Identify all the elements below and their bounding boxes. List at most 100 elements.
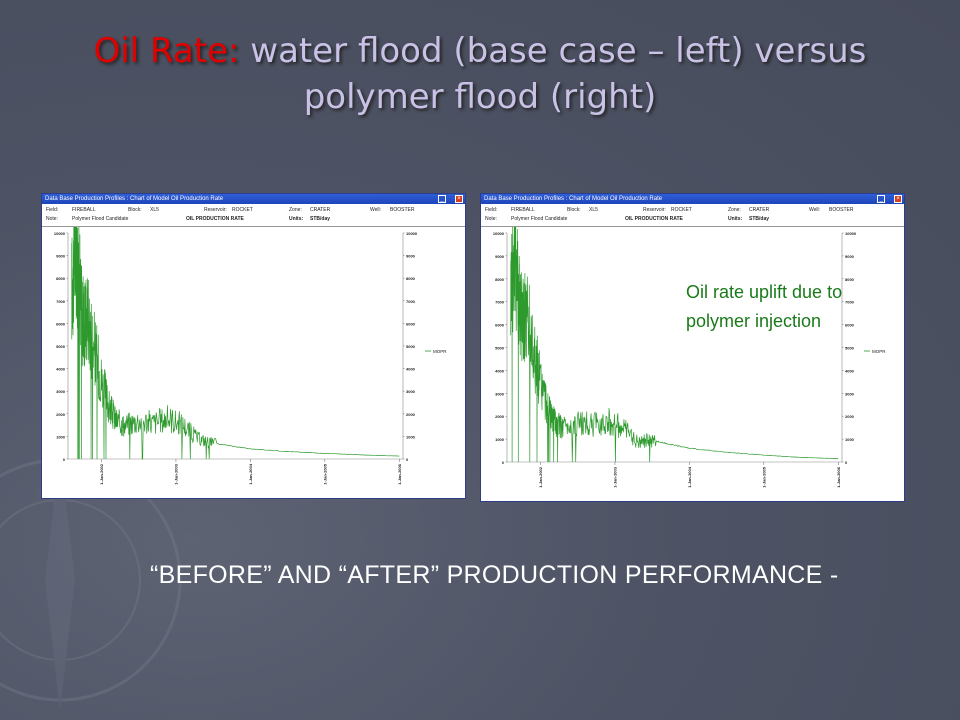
y-tick-label-right: 5000 bbox=[845, 346, 855, 351]
y-tick-label-right: 10000 bbox=[406, 231, 418, 236]
zone-value: CRATER bbox=[310, 207, 331, 213]
y-tick-label-left: 4000 bbox=[56, 367, 66, 372]
close-button[interactable]: × bbox=[455, 195, 463, 203]
uplift-annotation: Oil rate uplift due to polymer injection bbox=[686, 282, 843, 331]
plot-area: 0 0 1000 1000 2000 2000 3000 3000 4000 4000 5000 50… bbox=[42, 226, 465, 498]
well-label: Well: bbox=[370, 207, 382, 213]
y-tick-label-right: 3000 bbox=[845, 391, 855, 396]
field-value: FIREBALL bbox=[511, 207, 535, 213]
minimize-button[interactable]: _ bbox=[438, 195, 446, 203]
oil-rate-chart-right: 0 0 1000 1000 2000 2000 3000 3000 4000 4000 5000 50… bbox=[493, 227, 886, 488]
window-header: Field: FIREBALL Block: XL5 Reservoir: RO… bbox=[42, 204, 465, 226]
y-tick-label-right: 6000 bbox=[406, 321, 416, 326]
block-value: XL5 bbox=[589, 207, 598, 213]
plot-area: 0 0 1000 1000 2000 2000 3000 3000 4000 4000 5000 50… bbox=[481, 226, 904, 501]
chart-label: OIL PRODUCTION RATE bbox=[625, 216, 683, 222]
compass-watermark bbox=[0, 450, 182, 710]
slide-title: Oil Rate: water flood (base case – left)… bbox=[40, 28, 920, 120]
y-tick-label-left: 8000 bbox=[495, 277, 505, 282]
units-label: Units: bbox=[728, 216, 743, 222]
block-label: Block: bbox=[128, 207, 142, 213]
window-header: Field: FIREBALL Block: XL5 Reservoir: RO… bbox=[481, 204, 904, 226]
y-tick-label-left: 0 bbox=[63, 457, 66, 462]
window-titlebar: Data Base Production Profiles : Chart of… bbox=[481, 194, 904, 204]
x-tick-label: 1-Jan-2003 bbox=[173, 463, 178, 484]
x-tick-label: 1-Jan-2004 bbox=[687, 466, 692, 487]
field-label: Field: bbox=[485, 207, 498, 213]
note-value: Polymer Flood Candidate bbox=[72, 216, 129, 222]
minimize-button[interactable]: _ bbox=[877, 195, 885, 203]
series-line-mopr bbox=[510, 227, 839, 463]
units-value: STB/day bbox=[749, 216, 770, 222]
left-chart-window: Data Base Production Profiles : Chart of… bbox=[41, 193, 466, 499]
legend-label: MOPR bbox=[872, 349, 886, 354]
y-tick-label-left: 2000 bbox=[495, 414, 505, 419]
zone-label: Zone: bbox=[728, 207, 741, 213]
y-tick-label-left: 10000 bbox=[493, 231, 505, 236]
well-label: Well: bbox=[809, 207, 821, 213]
y-tick-label-left: 2000 bbox=[56, 412, 66, 417]
reservoir-value: ROCKET bbox=[232, 207, 253, 213]
title-text: water flood (base case – left) versus po… bbox=[239, 31, 867, 117]
reservoir-label: Reservoir: bbox=[643, 207, 666, 213]
y-tick-label-right: 9000 bbox=[845, 254, 855, 259]
units-value: STB/day bbox=[310, 216, 331, 222]
y-tick-label-right: 8000 bbox=[406, 276, 416, 281]
y-tick-label-right: 5000 bbox=[406, 344, 416, 349]
note-value: Polymer Flood Candidate bbox=[511, 216, 568, 222]
x-tick-label: 1-Jan-2006 bbox=[397, 463, 402, 484]
y-tick-label-left: 10000 bbox=[54, 231, 66, 236]
x-tick-label: 1-Jan-2002 bbox=[538, 466, 543, 487]
right-chart-window: Data Base Production Profiles : Chart of… bbox=[480, 193, 905, 502]
y-tick-label-right: 2000 bbox=[406, 412, 416, 417]
oil-rate-chart-left: 0 0 1000 1000 2000 2000 3000 3000 4000 4000 5000 50… bbox=[54, 227, 447, 485]
well-value: BOOSTER bbox=[829, 207, 854, 213]
y-tick-label-right: 10000 bbox=[845, 231, 857, 236]
y-tick-label-right: 3000 bbox=[406, 389, 416, 394]
y-tick-label-left: 1000 bbox=[56, 434, 66, 439]
y-tick-label-left: 7000 bbox=[56, 299, 66, 304]
x-tick-label: 1-Jan-2004 bbox=[248, 463, 253, 484]
y-tick-label-right: 0 bbox=[845, 460, 848, 465]
y-tick-label-right: 4000 bbox=[845, 368, 855, 373]
y-tick-label-left: 8000 bbox=[56, 276, 66, 281]
y-tick-label-left: 1000 bbox=[495, 437, 505, 442]
legend-label: MOPR bbox=[433, 349, 447, 354]
series-line-mopr bbox=[71, 227, 400, 460]
window-titlebar: Data Base Production Profiles : Chart of… bbox=[42, 194, 465, 204]
y-tick-label-right: 7000 bbox=[406, 299, 416, 304]
y-tick-label-left: 6000 bbox=[56, 321, 66, 326]
units-label: Units: bbox=[289, 216, 304, 222]
y-tick-label-right: 7000 bbox=[845, 300, 855, 305]
x-tick-label: 1-Jan-2005 bbox=[322, 463, 327, 484]
y-tick-label-right: 2000 bbox=[845, 414, 855, 419]
footer-caption: “BEFORE” AND “AFTER” PRODUCTION PERFORMA… bbox=[150, 561, 839, 589]
well-value: BOOSTER bbox=[390, 207, 415, 213]
zone-value: CRATER bbox=[749, 207, 770, 213]
block-value: XL5 bbox=[150, 207, 159, 213]
note-label: Note: bbox=[485, 216, 497, 222]
note-label: Note: bbox=[46, 216, 58, 222]
y-tick-label-right: 8000 bbox=[845, 277, 855, 282]
x-tick-label: 1-Jan-2003 bbox=[612, 466, 617, 487]
y-tick-label-right: 9000 bbox=[406, 254, 416, 259]
block-label: Block: bbox=[567, 207, 581, 213]
y-tick-label-left: 6000 bbox=[495, 323, 505, 328]
y-tick-label-left: 0 bbox=[502, 460, 505, 465]
chart-label: OIL PRODUCTION RATE bbox=[186, 216, 244, 222]
y-tick-label-right: 1000 bbox=[406, 434, 416, 439]
close-button[interactable]: × bbox=[894, 195, 902, 203]
y-tick-label-left: 3000 bbox=[495, 391, 505, 396]
x-tick-label: 1-Jan-2006 bbox=[836, 466, 841, 487]
y-tick-label-left: 5000 bbox=[495, 346, 505, 351]
y-tick-label-left: 4000 bbox=[495, 368, 505, 373]
y-tick-label-right: 4000 bbox=[406, 367, 416, 372]
field-value: FIREBALL bbox=[72, 207, 96, 213]
field-label: Field: bbox=[46, 207, 59, 213]
y-tick-label-left: 9000 bbox=[495, 254, 505, 259]
zone-label: Zone: bbox=[289, 207, 302, 213]
reservoir-value: ROCKET bbox=[671, 207, 692, 213]
y-tick-label-left: 3000 bbox=[56, 389, 66, 394]
x-tick-label: 1-Jan-2005 bbox=[761, 466, 766, 487]
reservoir-label: Reservoir: bbox=[204, 207, 227, 213]
